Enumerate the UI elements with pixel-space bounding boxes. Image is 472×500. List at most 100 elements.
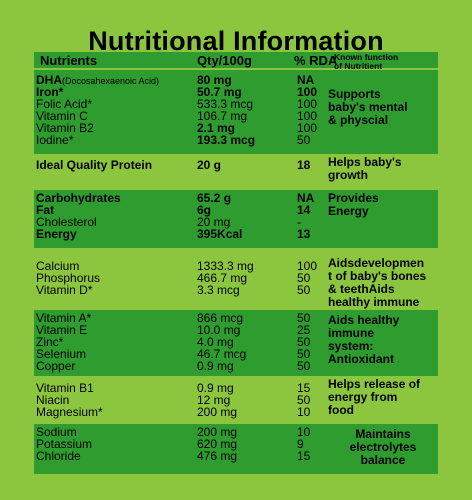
nutrient-rda: NA <box>297 191 315 205</box>
nutrient-qty: 6g <box>197 203 212 217</box>
page-title: Nutritional Information <box>88 26 384 56</box>
nutrient-rda: 9 <box>297 437 304 451</box>
nutrient-group: Ideal Quality Protein 20 g 18 Helps baby's g… <box>34 154 438 182</box>
nutrient-qty: 46.7 mcg <box>197 347 247 361</box>
nutrient-function: Provides Energy <box>328 192 379 218</box>
nutrient-rda: 10 <box>297 405 311 419</box>
table-row: Vitamin B1 0.9 mg 15 <box>34 382 438 394</box>
nutrient-qty: 20 g <box>197 158 222 172</box>
nutrient-qty: 80 mg <box>197 73 232 87</box>
nutrient-name: Vitamin B2 <box>36 121 94 135</box>
table-row: Phosphorus 466.7 mg 50 <box>34 272 438 284</box>
nutrient-name: Iron* <box>36 85 64 99</box>
nutrient-function: Helps baby's growth <box>328 156 402 182</box>
nutrient-qty: 1333.3 mg <box>197 259 254 273</box>
nutrient-name: Iodine* <box>36 133 74 147</box>
nutrient-group: Sodium 200 mg 10 Potassium 620 mg 9 Chloride 47… <box>34 424 438 474</box>
header-function: Known function of Nutritient <box>334 52 399 71</box>
function-line: system: <box>328 339 374 353</box>
nutrient-rda: 15 <box>297 449 311 463</box>
nutrient-function: Aids healthy immune system: Antioxidant <box>328 314 399 366</box>
nutrient-qty: 866 mcg <box>197 311 244 325</box>
nutrient-qty: 200 mg <box>197 405 238 419</box>
nutrient-rda: 50 <box>297 311 311 325</box>
nutrient-group: DHA(Docosahexaenoic Acid) 80 mg NA Iron* 50.… <box>34 70 438 154</box>
nutrient-function: Helps release of energy from food <box>328 378 420 417</box>
function-line: Antioxidant <box>328 352 394 366</box>
table-row: Vitamin B2 2.1 mg 100 <box>34 122 438 134</box>
function-line: healthy immune <box>328 295 420 309</box>
nutrient-qty: 50.7 mg <box>197 85 242 99</box>
nutrient-function: Maintains electrolytes balance <box>328 428 438 467</box>
function-line: Supports <box>328 87 381 101</box>
table-header: Nutrients Qty/100g % RDA Known function … <box>34 52 438 71</box>
nutrient-rda: - <box>297 215 301 229</box>
nutrient-name: Phosphorus <box>36 271 101 285</box>
nutrient-qty: 10.0 mg <box>197 323 241 337</box>
table-row: Vitamin D* 3.3 mcg 50 <box>34 284 438 296</box>
nutrient-rda: 10 <box>297 425 311 439</box>
table-row: Niacin 12 mg 50 <box>34 394 438 406</box>
nutrient-function: Supports baby's mental & physcial <box>328 88 408 127</box>
nutrient-qty: 476 mg <box>197 449 238 463</box>
nutrient-name: DHA(Docosahexaenoic Acid) <box>36 73 160 87</box>
nutrient-name: Potassium <box>36 437 93 451</box>
nutrient-note: (Docosahexaenoic Acid) <box>62 76 160 86</box>
nutrient-rda: 15 <box>297 381 311 395</box>
table-row: Fat 6g 14 <box>34 204 438 216</box>
nutrient-name: Carbohydrates <box>36 191 121 205</box>
nutrient-qty: 533.3 mcg <box>197 97 254 111</box>
nutrient-group: Calcium 1333.3 mg 100 Phosphorus 466.7 mg 50 V… <box>34 256 438 309</box>
table-row: Chloride 476 mg 15 <box>34 450 438 462</box>
function-line: Provides <box>328 191 379 205</box>
nutrient-name: Vitamin A* <box>36 311 92 325</box>
function-line: growth <box>328 168 368 182</box>
table-row: Ideal Quality Protein 20 g 18 <box>34 159 438 171</box>
nutrient-name: Folic Acid* <box>36 97 93 111</box>
nutrient-qty: 620 mg <box>197 437 238 451</box>
table-row: Calcium 1333.3 mg 100 <box>34 260 438 272</box>
nutrient-name: Magnesium* <box>36 405 103 419</box>
table-row: Copper 0.9 mg 50 <box>34 360 438 372</box>
nutrient-rda: 50 <box>297 271 311 285</box>
table-row: Sodium 200 mg 10 <box>34 426 438 438</box>
header-qty: Qty/100g <box>197 53 252 68</box>
nutrient-name: Niacin <box>36 393 70 407</box>
nutrient-qty: 395Kcal <box>197 227 243 241</box>
function-line: Aids healthy <box>328 313 400 327</box>
nutrient-qty: 0.9 mg <box>197 359 234 373</box>
table-row: Vitamin C 106.7 mg 100 <box>34 110 438 122</box>
nutrient-rda: 18 <box>297 158 311 172</box>
nutrient-name: Ideal Quality Protein <box>36 158 153 172</box>
nutrient-qty: 193.3 mcg <box>197 133 256 147</box>
nutrient-rda: 50 <box>297 335 311 349</box>
nutrient-qty: 106.7 mg <box>197 109 248 123</box>
nutrient-rda: 100 <box>297 259 318 273</box>
table-row: DHA(Docosahexaenoic Acid) 80 mg NA <box>34 74 438 86</box>
nutrient-name: Sodium <box>36 425 77 439</box>
nutrient-rda: 100 <box>297 97 318 111</box>
nutrient-qty: 0.9 mg <box>197 381 234 395</box>
nutrient-name: Cholesterol <box>36 215 97 229</box>
nutrient-function: Aidsdevelopmen t of baby's bones & teethAi… <box>328 257 426 309</box>
nutrient-qty: 20 mg <box>197 215 231 229</box>
table-row: Vitamin A* 866 mcg 50 <box>34 312 438 324</box>
table-row: Iron* 50.7 mg 100 <box>34 86 438 98</box>
nutrient-rda: 100 <box>297 85 318 99</box>
function-line: Energy <box>328 204 369 218</box>
nutrient-qty: 200 mg <box>197 425 238 439</box>
function-line: t of baby's bones <box>328 269 427 283</box>
function-line: Aidsdevelopmen <box>328 256 425 270</box>
nutrient-group: Vitamin B1 0.9 mg 15 Niacin 12 mg 50 Magnesium… <box>34 378 438 422</box>
nutrient-rda: 100 <box>297 109 318 123</box>
nutrient-rda: 25 <box>297 323 311 337</box>
nutrient-qty: 65.2 g <box>197 191 232 205</box>
nutrient-name: Copper <box>36 359 76 373</box>
function-line: energy from <box>328 390 398 404</box>
function-line: Maintains <box>355 427 411 441</box>
nutrient-name: Vitamin D* <box>36 283 93 297</box>
header-nutrients: Nutrients <box>40 53 98 68</box>
function-line: food <box>328 403 354 417</box>
nutrient-name: Calcium <box>36 259 80 273</box>
table-row: Iodine* 193.3 mcg 50 <box>34 134 438 146</box>
